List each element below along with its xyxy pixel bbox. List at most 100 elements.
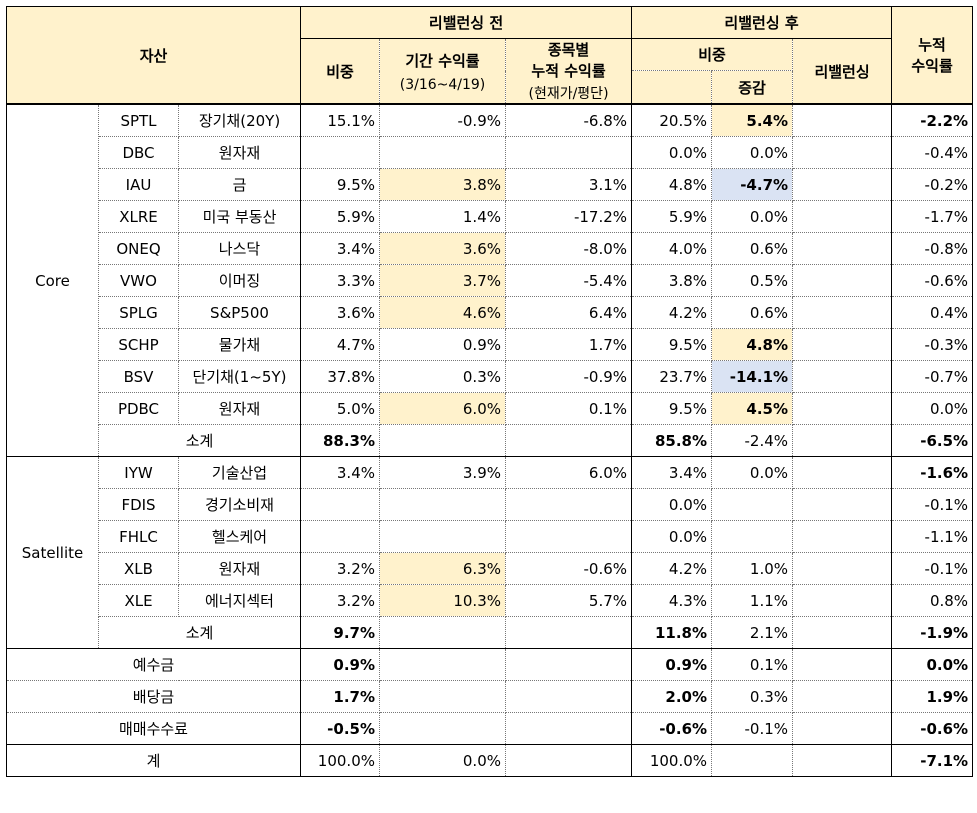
weight-after-cell: 4.0% <box>631 232 713 265</box>
change-cell: 0.5% <box>711 264 794 297</box>
extra-rebalancing-blank <box>792 680 893 713</box>
table-row: XLE 에너지섹터 3.2% 10.3% 5.7% 4.3% 1.1% 0.8% <box>7 584 974 617</box>
item-return-cell <box>504 488 633 521</box>
item-return-cell: 6.4% <box>504 296 633 329</box>
period-return-cell <box>379 520 506 553</box>
cumulative-return-cell: -2.2% <box>891 103 974 137</box>
item-return-cell: 5.7% <box>504 584 633 617</box>
rebalancing-cell <box>792 168 893 201</box>
rebalancing-cell <box>792 488 893 521</box>
extra-item-return-blank <box>504 744 633 777</box>
weight-before-cell: 3.2% <box>300 552 380 585</box>
period-return-cell: 3.8% <box>379 168 506 201</box>
period-return-cell: 3.9% <box>379 456 506 489</box>
table-row: IAU 금 9.5% 3.8% 3.1% 4.8% -4.7% -0.2% <box>7 168 974 201</box>
subtotal-period-return-blank <box>379 616 506 649</box>
period-return-cell: 1.4% <box>379 200 506 233</box>
header-weight-after-blank <box>631 70 713 106</box>
extra-item-return-blank <box>504 648 633 681</box>
rebalancing-cell <box>792 200 893 233</box>
weight-before-cell: 3.6% <box>300 296 380 329</box>
period-return-cell: 0.3% <box>379 360 506 393</box>
rebalancing-cell <box>792 456 893 489</box>
rebalancing-cell <box>792 264 893 297</box>
extra-item-return-blank <box>504 680 633 713</box>
extra-weight-after: -0.6% <box>631 712 713 745</box>
cumulative-return-cell: 0.0% <box>891 392 974 425</box>
extra-period-return <box>379 712 506 745</box>
subtotal-rebalancing-blank <box>792 424 893 457</box>
item-return-cell: 3.1% <box>504 168 633 201</box>
table-body: Core SPTL 장기채(20Y) 15.1% -0.9% -6.8% 20.5% 5.4%… <box>6 103 974 777</box>
header-rebalancing: 리밸런싱 <box>792 38 893 105</box>
extra-label: 예수금 <box>6 648 301 681</box>
period-return-cell: 6.3% <box>379 552 506 585</box>
extra-item-return-blank <box>504 712 633 745</box>
period-return-cell <box>379 488 506 521</box>
subtotal-label: 소계 <box>98 424 301 457</box>
rebalancing-cell <box>792 392 893 425</box>
period-return-cell: 10.3% <box>379 584 506 617</box>
extra-weight-after: 0.9% <box>631 648 713 681</box>
rebalancing-cell <box>792 552 893 585</box>
cumulative-return-cell: -1.1% <box>891 520 974 553</box>
header-before: 리밸런싱 전 <box>299 6 633 39</box>
weight-after-cell: 9.5% <box>631 392 713 425</box>
item-return-cell: 0.1% <box>504 392 633 425</box>
subtotal-cumulative: -1.9% <box>891 616 974 649</box>
item-return-sub-label: (현재가/평단) <box>528 86 609 102</box>
item-return-label: 종목별 누적 수익률 <box>531 41 606 80</box>
change-cell <box>711 520 794 553</box>
weight-after-cell: 20.5% <box>631 103 713 137</box>
cumulative-return-cell: 0.4% <box>891 296 974 329</box>
asset-name-cell: 기술산업 <box>178 456 301 489</box>
table-row: XLB 원자재 3.2% 6.3% -0.6% 4.2% 1.0% -0.1% <box>7 552 974 585</box>
cumulative-return-cell: -0.3% <box>891 328 974 361</box>
ticker-cell: ONEQ <box>98 232 179 265</box>
header-after: 리밸런싱 후 <box>631 6 893 39</box>
subtotal-item-return-blank <box>504 424 633 457</box>
subtotal-item-return-blank <box>504 616 633 649</box>
ticker-cell: DBC <box>98 136 179 169</box>
extra-row: 예수금 0.9% 0.9% 0.1% 0.0% <box>6 648 974 681</box>
extra-row: 매매수수료 -0.5% -0.6% -0.1% -0.6% <box>6 712 974 745</box>
weight-before-cell: 3.2% <box>300 584 380 617</box>
item-return-cell: 1.7% <box>504 328 633 361</box>
period-return-cell: 3.7% <box>379 264 506 297</box>
item-return-cell: -5.4% <box>504 264 633 297</box>
weight-after-cell: 9.5% <box>631 328 713 361</box>
asset-name-cell: 장기채(20Y) <box>178 103 301 137</box>
group-name: Satellite <box>6 456 99 649</box>
rebalancing-cell <box>792 584 893 617</box>
change-cell: 0.6% <box>711 232 794 265</box>
extra-weight-before: 1.7% <box>300 680 380 713</box>
cumulative-return-cell: -0.1% <box>891 488 974 521</box>
asset-name-cell: 헬스케어 <box>178 520 301 553</box>
asset-name-cell: S&P500 <box>178 296 301 329</box>
extra-cumulative: 1.9% <box>891 680 974 713</box>
header-period-return: 기간 수익률 (3/16~4/19) <box>379 38 506 105</box>
extra-period-return: 0.0% <box>379 744 506 777</box>
weight-before-cell: 9.5% <box>300 168 380 201</box>
total-label: 계 <box>6 744 301 777</box>
header-weight-before: 비중 <box>300 38 380 105</box>
extra-label: 배당금 <box>6 680 301 713</box>
extra-change: -0.1% <box>711 712 794 745</box>
asset-name-cell: 원자재 <box>178 392 301 425</box>
weight-before-cell <box>300 520 380 553</box>
rebalancing-cell <box>792 103 893 137</box>
header-change: 증감 <box>711 70 794 106</box>
cumulative-return-cell: -0.6% <box>891 264 974 297</box>
table-row: Satellite IYW 기술산업 3.4% 3.9% 6.0% 3.4% 0.0% -1.6… <box>6 456 974 649</box>
extra-rebalancing-blank <box>792 744 893 777</box>
ticker-cell: SPTL <box>98 103 179 137</box>
rebalancing-cell <box>792 520 893 553</box>
subtotal-weight-after: 85.8% <box>631 424 713 457</box>
ticker-cell: SPLG <box>98 296 179 329</box>
change-cell: -14.1% <box>711 360 794 393</box>
rebalancing-cell <box>792 136 893 169</box>
change-cell: 1.0% <box>711 552 794 585</box>
weight-after-cell: 4.3% <box>631 584 713 617</box>
weight-before-cell: 5.0% <box>300 392 380 425</box>
weight-after-cell: 4.2% <box>631 552 713 585</box>
